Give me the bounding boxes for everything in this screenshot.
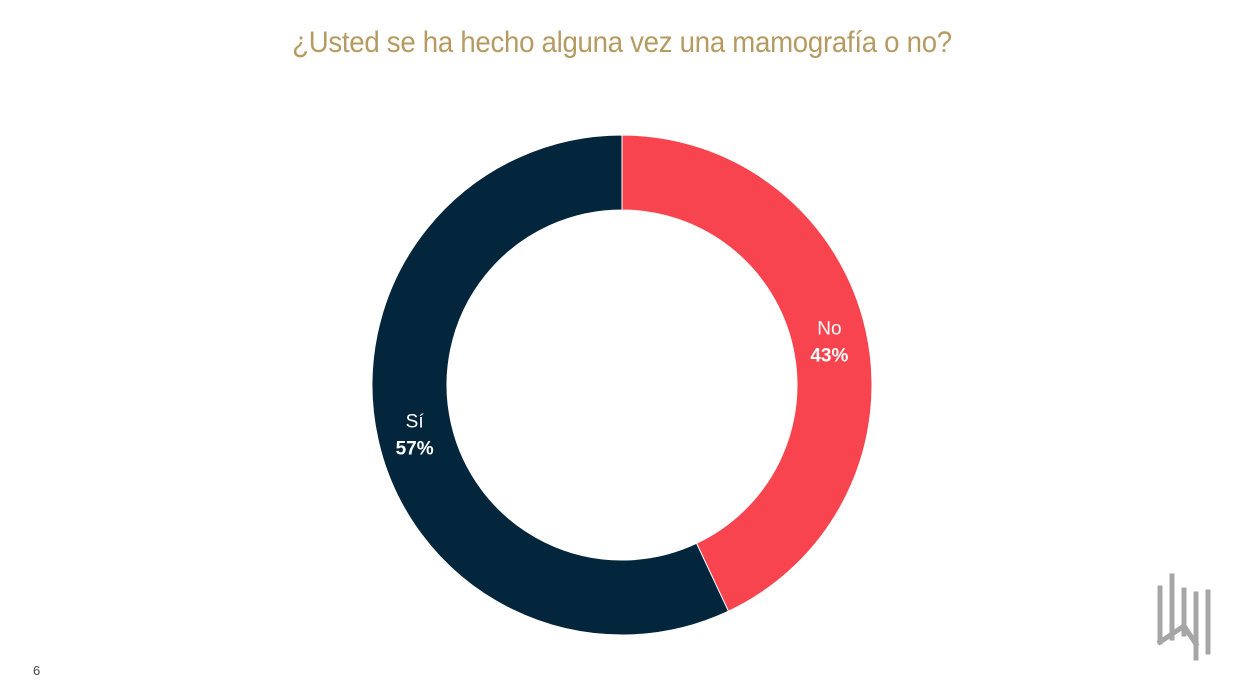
page-number: 6 <box>33 663 41 678</box>
brand-logo-icon <box>1156 573 1211 661</box>
slice-no <box>621 134 873 612</box>
slice-value-label: 43% <box>810 346 848 367</box>
slice-si <box>371 134 730 636</box>
slice-label: No <box>817 319 841 340</box>
slice-value-label: 57% <box>396 438 434 459</box>
slice-label: Sí <box>406 411 425 432</box>
chart-title: ¿Usted se ha hecho alguna vez una mamogr… <box>292 26 952 59</box>
